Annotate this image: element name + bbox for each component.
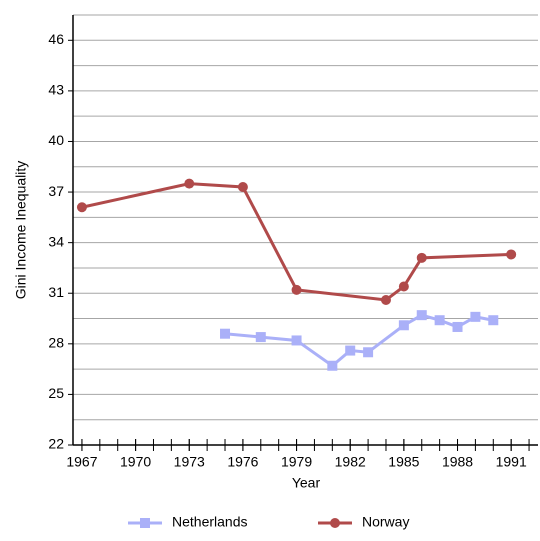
legend-marker [140, 518, 150, 528]
data-point [184, 178, 195, 189]
x-tick-label: 1991 [496, 454, 527, 470]
y-tick-label: 22 [48, 436, 64, 452]
y-tick-label: 28 [48, 335, 64, 351]
data-point [416, 252, 427, 263]
x-tick-label: 1988 [442, 454, 473, 470]
x-tick-label: 1982 [335, 454, 366, 470]
data-point [434, 315, 445, 326]
x-tick-label: 1967 [66, 454, 97, 470]
series-line [81, 182, 512, 302]
legend-marker [330, 518, 340, 528]
x-tick-label: 1970 [120, 454, 151, 470]
data-point [380, 294, 391, 305]
x-axis-label: Year [292, 475, 321, 491]
y-tick-label: 43 [48, 82, 64, 98]
y-tick-label: 40 [48, 132, 64, 148]
x-tick-label: 1973 [174, 454, 205, 470]
data-point [345, 345, 356, 356]
data-point [291, 335, 302, 346]
data-point [506, 249, 517, 260]
data-point [363, 347, 374, 358]
y-tick-label: 31 [48, 284, 64, 300]
data-point [452, 321, 463, 332]
legend-label: Norway [362, 514, 409, 530]
data-point [398, 281, 409, 292]
data-point [220, 328, 231, 339]
data-point [470, 311, 481, 322]
y-axis-label: Gini Income Inequality [13, 161, 29, 300]
x-tick-label: 1979 [281, 454, 312, 470]
y-tick-label: 34 [48, 233, 64, 249]
data-point [76, 202, 87, 213]
data-point [416, 310, 427, 321]
data-point [291, 284, 302, 295]
data-point [255, 332, 266, 343]
data-point [488, 315, 499, 326]
x-tick-label: 1985 [388, 454, 419, 470]
data-point [237, 182, 248, 192]
x-tick-label: 1976 [227, 454, 258, 470]
legend-label: Netherlands [172, 514, 248, 530]
y-tick-label: 46 [48, 31, 64, 47]
y-tick-label: 37 [48, 183, 64, 199]
y-tick-label: 25 [48, 385, 64, 401]
data-point [327, 360, 338, 371]
data-point [398, 320, 409, 331]
